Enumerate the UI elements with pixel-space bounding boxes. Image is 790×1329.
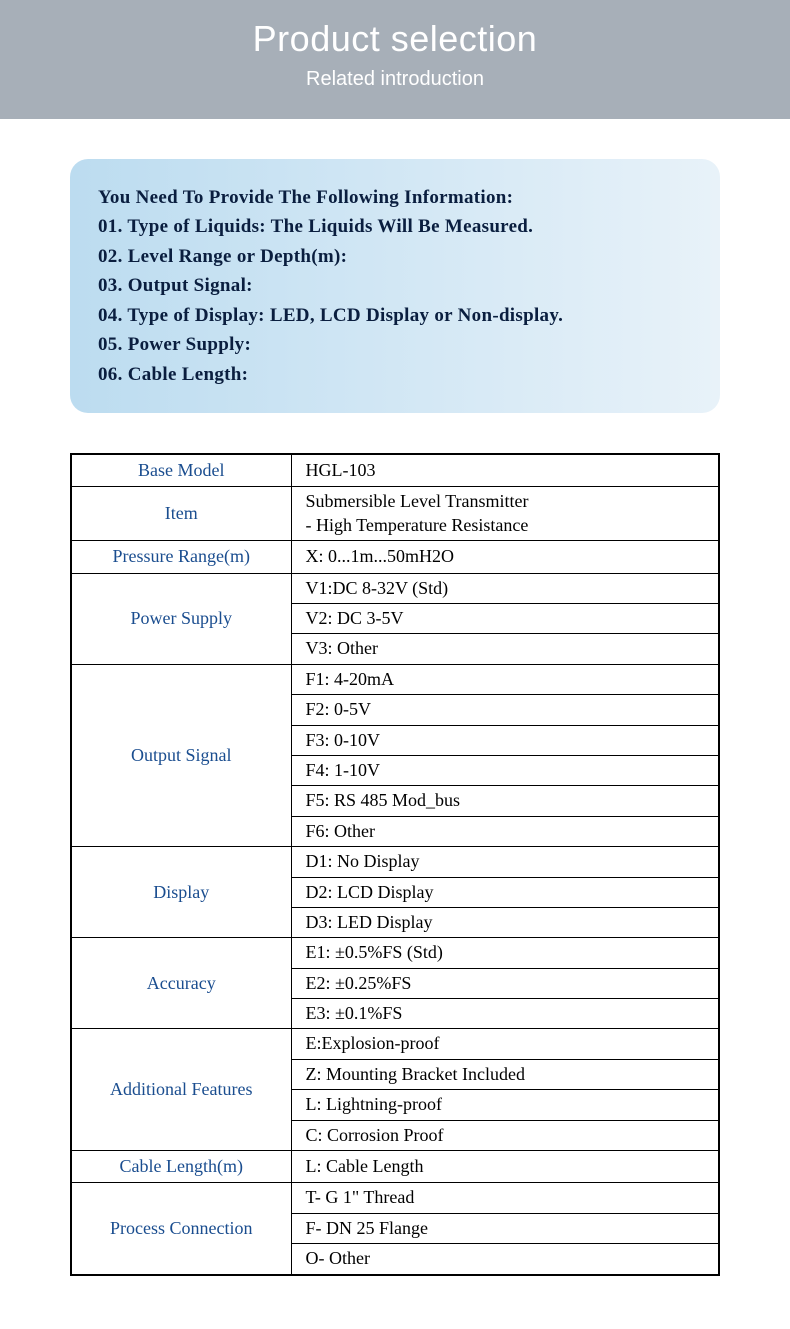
value-process-f: F- DN 25 Flange <box>291 1213 719 1243</box>
label-item: Item <box>71 487 291 541</box>
header-subtitle: Related introduction <box>0 68 790 91</box>
info-line-intro: You Need To Provide The Following Inform… <box>98 183 692 212</box>
value-process-t: T- G 1" Thread <box>291 1183 719 1213</box>
value-accuracy-e3: E3: ±0.1%FS <box>291 999 719 1029</box>
value-power-v2: V2: DC 3-5V <box>291 604 719 634</box>
spec-table: Base Model HGL-103 Item Submersible Leve… <box>70 453 720 1276</box>
label-additional: Additional Features <box>71 1029 291 1151</box>
info-line-04: 04. Type of Display: LED, LCD Display or… <box>98 301 692 330</box>
table-row: Output Signal F1: 4-20mA <box>71 664 719 694</box>
info-line-06: 06. Cable Length: <box>98 360 692 389</box>
value-power-v1: V1:DC 8-32V (Std) <box>291 573 719 603</box>
value-display-d1: D1: No Display <box>291 847 719 877</box>
value-cable-length: L: Cable Length <box>291 1151 719 1183</box>
value-output-f6: F6: Other <box>291 816 719 846</box>
value-display-d2: D2: LCD Display <box>291 877 719 907</box>
header-banner: Product selection Related introduction <box>0 0 790 119</box>
table-row: Display D1: No Display <box>71 847 719 877</box>
label-display: Display <box>71 847 291 938</box>
value-base-model: HGL-103 <box>291 454 719 487</box>
table-row: Item Submersible Level Transmitter - Hig… <box>71 487 719 541</box>
value-output-f3: F3: 0-10V <box>291 725 719 755</box>
info-line-03: 03. Output Signal: <box>98 271 692 300</box>
label-output-signal: Output Signal <box>71 664 291 846</box>
info-box: You Need To Provide The Following Inform… <box>70 159 720 413</box>
table-row: Accuracy E1: ±0.5%FS (Std) <box>71 938 719 968</box>
label-pressure-range: Pressure Range(m) <box>71 541 291 573</box>
table-row: Pressure Range(m) X: 0...1m...50mH2O <box>71 541 719 573</box>
value-output-f4: F4: 1-10V <box>291 755 719 785</box>
table-row: Cable Length(m) L: Cable Length <box>71 1151 719 1183</box>
value-pressure-range: X: 0...1m...50mH2O <box>291 541 719 573</box>
value-display-d3: D3: LED Display <box>291 907 719 937</box>
header-title: Product selection <box>0 18 790 60</box>
table-row: Additional Features E:Explosion-proof <box>71 1029 719 1059</box>
info-line-01: 01. Type of Liquids: The Liquids Will Be… <box>98 212 692 241</box>
value-additional-l: L: Lightning-proof <box>291 1090 719 1120</box>
value-additional-z: Z: Mounting Bracket Included <box>291 1059 719 1089</box>
value-additional-c: C: Corrosion Proof <box>291 1120 719 1150</box>
label-base-model: Base Model <box>71 454 291 487</box>
value-additional-e: E:Explosion-proof <box>291 1029 719 1059</box>
value-accuracy-e2: E2: ±0.25%FS <box>291 968 719 998</box>
value-output-f5: F5: RS 485 Mod_bus <box>291 786 719 816</box>
table-row: Base Model HGL-103 <box>71 454 719 487</box>
table-row: Process Connection T- G 1" Thread <box>71 1183 719 1213</box>
value-output-f1: F1: 4-20mA <box>291 664 719 694</box>
value-process-o: O- Other <box>291 1244 719 1275</box>
value-accuracy-e1: E1: ±0.5%FS (Std) <box>291 938 719 968</box>
info-line-02: 02. Level Range or Depth(m): <box>98 242 692 271</box>
label-accuracy: Accuracy <box>71 938 291 1029</box>
table-row: Power Supply V1:DC 8-32V (Std) <box>71 573 719 603</box>
value-item: Submersible Level Transmitter - High Tem… <box>291 487 719 541</box>
value-output-f2: F2: 0-5V <box>291 695 719 725</box>
value-power-v3: V3: Other <box>291 634 719 664</box>
label-power-supply: Power Supply <box>71 573 291 664</box>
label-process-conn: Process Connection <box>71 1183 291 1275</box>
label-cable-length: Cable Length(m) <box>71 1151 291 1183</box>
info-line-05: 05. Power Supply: <box>98 330 692 359</box>
